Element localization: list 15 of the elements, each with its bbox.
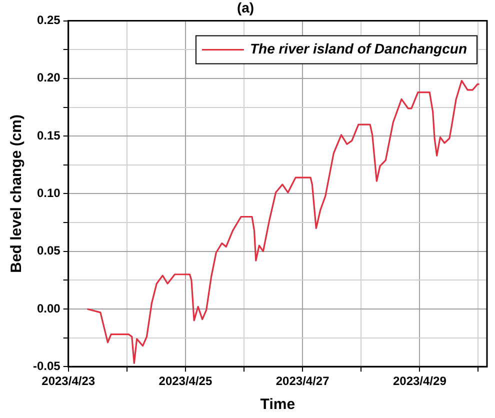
y-tick-label: 0.00 bbox=[36, 301, 61, 316]
x-axis-title: Time bbox=[260, 396, 296, 414]
x-tick-label: 2023/4/25 bbox=[158, 374, 212, 388]
y-tick-label: 0.05 bbox=[36, 244, 61, 258]
y-tick-label: 0.15 bbox=[36, 128, 61, 142]
x-tick-label: 2023/4/27 bbox=[276, 374, 330, 388]
x-tick-label: 2023/4/23 bbox=[42, 374, 96, 388]
y-tick-label: 0.20 bbox=[36, 70, 61, 85]
y-tick-label: 0.25 bbox=[36, 13, 61, 28]
y-axis-title: Bed level change (cm) bbox=[8, 114, 26, 273]
x-tick-label: 2023/4/29 bbox=[392, 374, 447, 388]
y-tick-label: -0.05 bbox=[32, 358, 61, 373]
chart-title: (a) bbox=[236, 0, 254, 16]
legend-label: The river island of Danchangcun bbox=[250, 40, 468, 57]
y-tick-label: 0.10 bbox=[36, 186, 61, 200]
